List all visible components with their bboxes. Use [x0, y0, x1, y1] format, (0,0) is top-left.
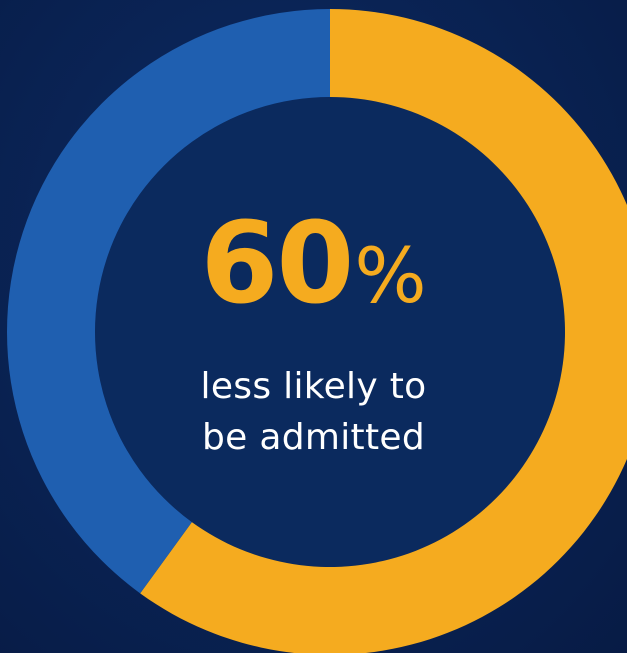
donut-slice-2 — [6, 9, 330, 594]
headline-value: 60 — [200, 199, 354, 329]
caption-line-2: be admitted — [202, 417, 425, 458]
headline-unit: % — [354, 231, 427, 320]
donut-slice-1 — [140, 9, 627, 653]
headline-stat: 60% — [0, 208, 627, 320]
donut-hole — [95, 97, 565, 567]
caption-line-1: less likely to — [200, 366, 427, 407]
